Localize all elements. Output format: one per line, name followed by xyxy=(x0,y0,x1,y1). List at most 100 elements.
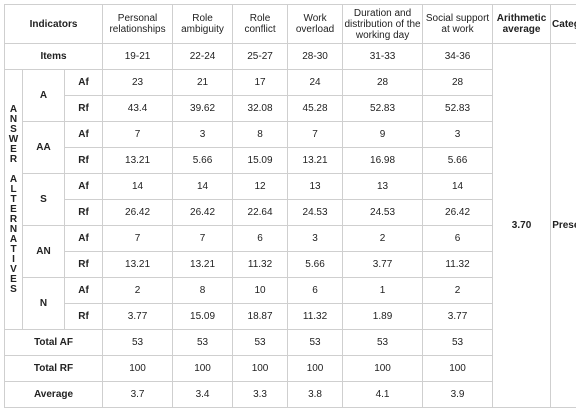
rf-value: 26.42 xyxy=(102,199,174,226)
af-value: 28 xyxy=(342,69,424,96)
group-name: A xyxy=(22,69,65,122)
group-af-row: S Af 14 14 12 13 13 14 xyxy=(5,173,576,226)
vertical-label-letter: L xyxy=(10,183,17,195)
group-af-row: N Af 2 8 10 6 1 2 xyxy=(5,277,576,330)
col-header: Social support at work xyxy=(422,4,494,44)
total-af-value: 53 xyxy=(287,329,344,356)
af-value: 3 xyxy=(287,225,344,252)
rf-value: 15.09 xyxy=(172,303,234,330)
af-value: 13 xyxy=(342,173,424,200)
group-rf-row: Rf 13.21 13.21 11.32 5.66 3.77 11.32 xyxy=(5,251,576,278)
rf-value: 24.53 xyxy=(342,199,424,226)
total-af-value: 53 xyxy=(232,329,289,356)
average-value: 3.7 xyxy=(102,381,174,408)
group-rf-row: Rf 3.77 15.09 18.87 11.32 1.89 3.77 xyxy=(5,303,576,330)
col-header: Duration and distribution of the working… xyxy=(342,4,424,44)
total-rf-value: 100 xyxy=(232,355,289,382)
rf-value: 13.21 xyxy=(172,251,234,278)
total-af-label: Total AF xyxy=(3,329,104,356)
vertical-label-letter: I xyxy=(12,253,15,265)
total-af-value: 53 xyxy=(172,329,234,356)
group-name: S xyxy=(22,173,65,226)
af-value: 14 xyxy=(102,173,174,200)
total-af-row: Total AF 53 53 53 53 53 53 xyxy=(3,329,576,356)
vertical-label-letter: E xyxy=(10,273,17,285)
rf-label: Rf xyxy=(63,251,104,278)
af-label: Af xyxy=(63,121,104,148)
rf-label: Rf xyxy=(63,95,104,122)
af-value: 12 xyxy=(232,173,289,200)
arithmetic-average-value: 3.70 xyxy=(492,43,552,408)
af-value: 7 xyxy=(172,225,234,252)
rf-value: 11.32 xyxy=(422,251,494,278)
vertical-label-letter: R xyxy=(9,153,18,165)
vertical-label-letter: W xyxy=(8,133,19,145)
col-header: Role ambiguity xyxy=(172,4,234,44)
rf-value: 5.66 xyxy=(287,251,344,278)
rf-value: 26.42 xyxy=(172,199,234,226)
vertical-label-letter: S xyxy=(10,283,17,295)
af-value: 24 xyxy=(287,69,344,96)
rf-value: 24.53 xyxy=(287,199,344,226)
rf-value: 5.66 xyxy=(422,147,494,174)
rf-value: 39.62 xyxy=(172,95,234,122)
total-af-value: 53 xyxy=(342,329,424,356)
vertical-label-letter: A xyxy=(9,233,18,245)
vertical-label-letter: N xyxy=(9,223,18,235)
af-value: 2 xyxy=(102,277,174,304)
average-label: Average xyxy=(3,381,104,408)
total-af-value: 53 xyxy=(422,329,494,356)
rf-value: 16.98 xyxy=(342,147,424,174)
af-value: 21 xyxy=(172,69,234,96)
af-value: 17 xyxy=(232,69,289,96)
rf-label: Rf xyxy=(63,199,104,226)
group-name: AA xyxy=(22,121,65,174)
arithmetic-average-header: Arithmetic average xyxy=(492,4,552,44)
af-value: 28 xyxy=(422,69,494,96)
af-value: 8 xyxy=(232,121,289,148)
total-rf-value: 100 xyxy=(342,355,424,382)
group-rf-row: Rf 13.21 5.66 15.09 13.21 16.98 5.66 xyxy=(5,147,576,174)
rf-value: 52.83 xyxy=(342,95,424,122)
rf-value: 32.08 xyxy=(232,95,289,122)
af-value: 14 xyxy=(172,173,234,200)
af-value: 7 xyxy=(102,121,174,148)
total-rf-value: 100 xyxy=(172,355,234,382)
vertical-label-letter: R xyxy=(9,213,18,225)
vertical-label-letter: A xyxy=(9,103,18,115)
average-value: 3.9 xyxy=(422,381,494,408)
header-row: Indicators Personal relationships Role a… xyxy=(3,4,576,44)
af-value: 6 xyxy=(232,225,289,252)
rf-value: 5.66 xyxy=(172,147,234,174)
items-row: Items 19-21 22-24 25-27 28-30 31-33 34-3… xyxy=(3,43,576,408)
col-header: Work overload xyxy=(287,4,344,44)
af-value: 1 xyxy=(342,277,424,304)
af-value: 3 xyxy=(422,121,494,148)
vertical-label-letter: T xyxy=(10,243,17,255)
vertical-label-letter: A xyxy=(9,173,18,185)
af-value: 8 xyxy=(172,277,234,304)
average-value: 3.4 xyxy=(172,381,234,408)
items-label: Items xyxy=(3,43,104,70)
total-rf-value: 100 xyxy=(102,355,174,382)
rf-value: 26.42 xyxy=(422,199,494,226)
col-header: Role conflict xyxy=(232,4,289,44)
rf-value: 45.28 xyxy=(287,95,344,122)
rf-value: 52.83 xyxy=(422,95,494,122)
rf-value: 13.21 xyxy=(287,147,344,174)
group-rf-row: Rf 26.42 26.42 22.64 24.53 24.53 26.42 xyxy=(5,199,576,226)
rf-value: 11.32 xyxy=(232,251,289,278)
rf-label: Rf xyxy=(63,303,104,330)
average-value: 3.3 xyxy=(232,381,289,408)
group-name: N xyxy=(22,277,65,330)
af-label: Af xyxy=(63,277,104,304)
af-value: 3 xyxy=(172,121,234,148)
rf-value: 22.64 xyxy=(232,199,289,226)
af-value: 23 xyxy=(102,69,174,96)
vertical-label-letter: T xyxy=(10,193,17,205)
rf-value: 3.77 xyxy=(422,303,494,330)
af-value: 14 xyxy=(422,173,494,200)
rf-value: 3.77 xyxy=(102,303,174,330)
indicators-header: Indicators xyxy=(3,4,104,44)
group-rf-row: Rf 43.4 39.62 32.08 45.28 52.83 52.83 xyxy=(5,95,576,122)
